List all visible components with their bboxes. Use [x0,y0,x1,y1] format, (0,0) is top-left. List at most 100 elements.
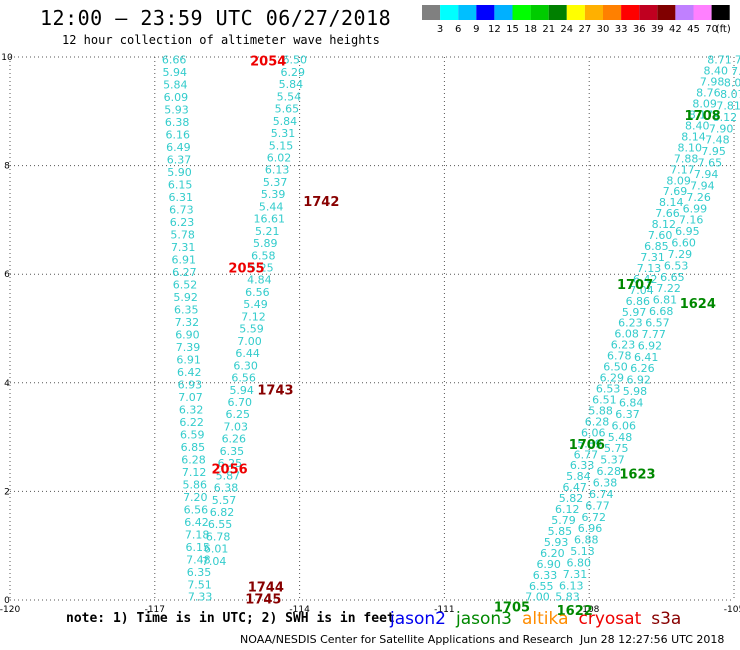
credit-line: NOAA/NESDIS Center for Satellite Applica… [240,633,574,646]
swh-value: 7.98 [700,76,725,89]
swh-value: 7.95 [701,145,726,158]
swh-value: 8.09 [692,98,717,111]
swh-value: 5.79 [551,514,576,527]
satellite-tracks: 6.665.945.846.095.936.386.166.496.375.90… [162,54,740,604]
swh-value: 5.88 [588,404,613,417]
swh-value: 6.50 [603,361,628,374]
swh-value: 6.77 [574,448,599,461]
swh-value: 5.78 [170,229,195,242]
pass-time-label: 1705 [494,601,530,616]
swh-value: 7.94 [694,168,719,181]
swh-value: 7.18 [185,528,210,541]
swh-value: 5.93 [164,104,189,117]
swh-value: 7.33 [188,591,213,604]
colorbar-swatch [639,5,658,20]
x-tick-label: -111 [434,605,454,615]
swh-value: 7.39 [176,341,201,354]
colorbar-label: 36 [633,24,646,35]
swh-value: 6.28 [181,453,206,466]
swh-value: 7.00 [525,591,550,604]
pass-time-label: 1742 [303,195,339,210]
swh-value: 5.84 [279,78,304,91]
swh-value: 6.41 [634,351,659,364]
swh-value: 8.10 [678,141,703,154]
swh-value: 6.27 [172,266,197,279]
swh-value: 6.53 [664,259,689,272]
axis-ticks: -120 -117 -114 -111 -108 -105 0 2 4 6 8 10 [0,53,740,615]
colorbar-swatch [512,5,531,20]
swh-value: 6.33 [533,569,558,582]
colorbar-label: 3 [437,24,443,35]
swh-value: 6.59 [180,428,205,441]
swh-value: 6.13 [559,579,584,592]
pass-time-label: 1622 [557,604,593,619]
swh-value: 6.55 [529,580,554,593]
swh-value: 5.93 [544,536,569,549]
swh-value: 6.52 [173,279,198,292]
satellite-legend-item: jason2 [390,609,446,629]
swh-value: 7.12 [241,310,266,323]
swh-value: 6.56 [245,286,270,299]
swh-value: 5.87 [216,469,241,482]
swh-value: 6.44 [235,347,260,360]
colorbar-swatch [548,5,567,20]
swh-value: 5.94 [162,66,187,79]
swh-value: 6.35 [187,566,212,579]
swh-value: 6.92 [626,374,651,387]
swh-value: 6.42 [633,273,658,286]
colorbar-swatch [494,5,513,20]
swh-value: 6.29 [281,66,306,79]
swh-value: 5.97 [622,306,647,319]
swh-value: 6.96 [578,522,603,535]
swh-value: 6.15 [185,541,210,554]
swh-value: 8.71 [707,54,732,67]
colorbar-label: 70 [705,24,718,35]
swh-value: 5.83 [555,591,580,604]
pass-time-label: 1745 [245,592,281,607]
swh-value: 6.06 [581,426,606,439]
x-tick-label: -108 [579,605,600,615]
swh-value: 8.14 [681,130,706,143]
swh-value: 7.31 [640,251,665,264]
swh-value: 6.93 [178,378,203,391]
swh-value: 6.33 [570,459,595,472]
colorbar-swatch [584,5,603,20]
x-tick-label: -120 [0,605,20,615]
swh-value: 5.84 [163,79,188,92]
swh-value: 5.84 [566,470,591,483]
y-tick-label: 2 [4,487,10,497]
swh-value: 5.13 [570,545,595,558]
swh-value: 8.12 [713,111,738,124]
swh-value: 6.58 [251,249,276,262]
colorbar-swatch [422,5,441,20]
swh-value: 6.56 [231,372,256,385]
swh-value: 6.08 [614,328,639,341]
swh-value: 6.32 [179,403,204,416]
footnote: note: 1) Time is in UTC; 2) SWH is in fe… [66,611,395,626]
swh-value: 5.31 [271,127,296,140]
pass-time-label: 2055 [228,262,264,277]
swh-value: 7.94 [690,179,715,192]
colorbar-label: 15 [506,24,519,35]
swh-value: 5.39 [261,188,286,201]
swh-value: 5.15 [269,139,294,152]
colorbar-label: 18 [524,24,537,35]
swh-value: 5.37 [600,454,625,467]
colorbar-swatch [530,5,549,20]
colorbar-label: 9 [473,24,479,35]
swh-value: 6.22 [179,416,204,429]
swh-value: 7.9 [735,54,740,67]
swh-value: 6.28 [585,415,610,428]
swh-value: 6.57 [645,317,670,330]
swh-value: 6.78 [206,530,231,543]
colorbar-label: 33 [615,24,628,35]
swh-value: 6.65 [660,271,685,284]
swh-value: 7.90 [709,122,734,135]
pass-time-label: 1624 [680,297,716,312]
swh-value: 6.56 [184,503,209,516]
swh-value: 7.66 [655,207,680,220]
swh-value: 5.84 [273,115,298,128]
swh-value: 6.92 [638,339,663,352]
swh-value: 6.35 [174,303,199,316]
